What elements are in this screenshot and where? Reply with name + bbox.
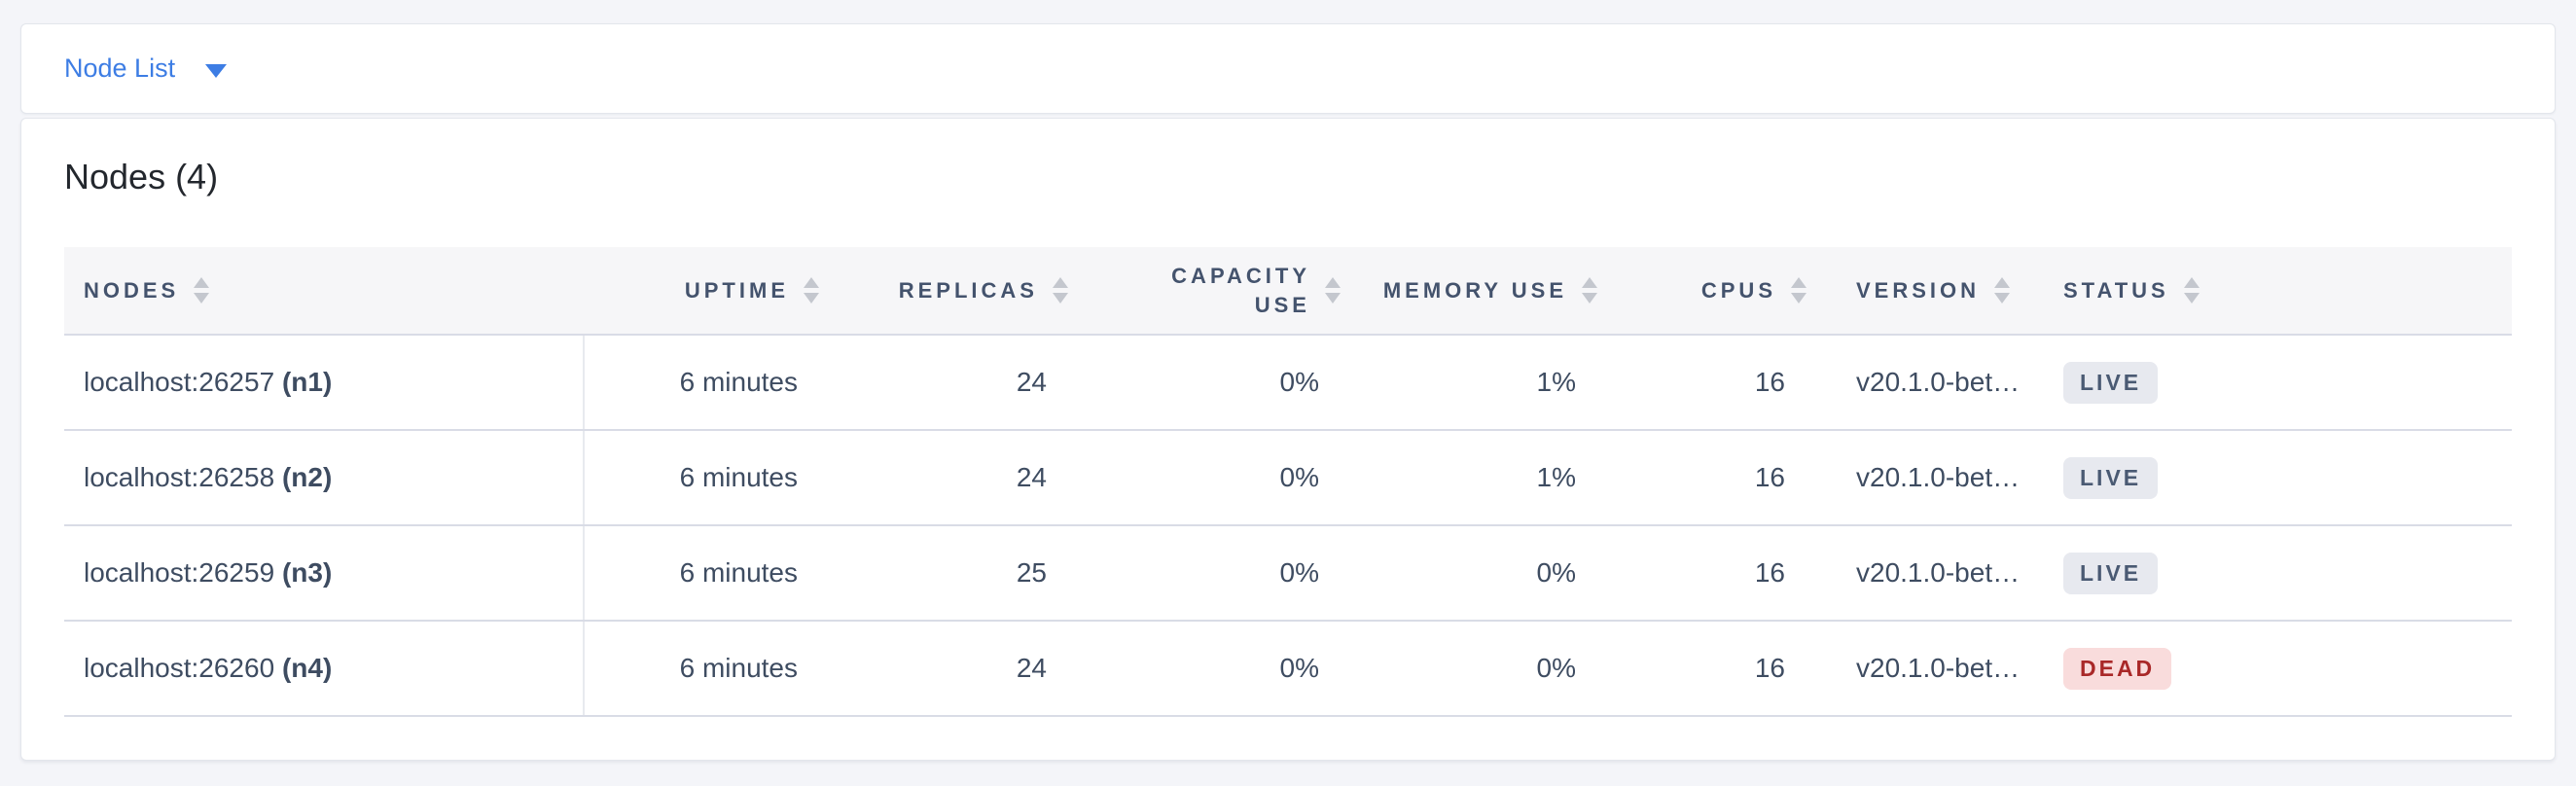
- column-header-label: STATUS: [2063, 277, 2169, 303]
- table-row: localhost:26260 (n4) 6 minutes 24 0% 0% 16 v20…: [64, 621, 2512, 717]
- node-id: (n3): [281, 557, 333, 588]
- replicas-cell: 24: [827, 430, 1076, 526]
- column-header-label: UPTIME: [684, 277, 789, 303]
- nodes-card: Nodes (4) NODES UPTIME: [20, 118, 2556, 761]
- sort-arrows-icon[interactable]: [804, 277, 819, 304]
- address-cell: localhost:26258 (n2): [64, 430, 585, 526]
- column-header-capacity-use[interactable]: CAPACITY USE: [1076, 247, 1348, 336]
- memory-use-cell: 0%: [1348, 525, 1605, 622]
- address-cell: localhost:26260 (n4): [64, 621, 585, 717]
- uptime-cell: 6 minutes: [584, 621, 827, 717]
- memory-use-cell: 1%: [1348, 430, 1605, 526]
- column-header-label: NODES: [84, 277, 180, 303]
- table-row: localhost:26257 (n1) 6 minutes 24 0% 1% 16 v20…: [64, 335, 2512, 431]
- address-cell: localhost:26259 (n3): [64, 525, 585, 622]
- table-row: localhost:26258 (n2) 6 minutes 24 0% 1% 16 v20…: [64, 430, 2512, 526]
- column-header-memory-use[interactable]: MEMORY USE: [1348, 247, 1605, 336]
- sort-arrows-icon[interactable]: [2183, 277, 2200, 304]
- sort-arrows-icon[interactable]: [1582, 277, 1597, 304]
- cpus-cell: 16: [1605, 335, 1814, 431]
- sort-arrows-icon[interactable]: [1053, 277, 1068, 304]
- sort-arrows-icon[interactable]: [1325, 277, 1341, 304]
- node-id: (n2): [281, 462, 333, 492]
- chevron-down-icon: [205, 63, 228, 78]
- replicas-cell: 24: [827, 335, 1076, 431]
- node-list-dropdown-label: Node List: [64, 54, 176, 83]
- version-cell: v20.1.0-bet…: [1814, 525, 2048, 622]
- status-badge: LIVE: [2063, 456, 2159, 499]
- status-badge: LIVE: [2063, 361, 2159, 404]
- sort-arrows-icon[interactable]: [194, 277, 210, 304]
- cpus-cell: 16: [1605, 621, 1814, 717]
- node-address: localhost:26257: [84, 367, 282, 397]
- address-cell: localhost:26257 (n1): [64, 335, 585, 431]
- node-id: (n4): [281, 653, 333, 683]
- capacity-use-cell: 0%: [1076, 335, 1348, 431]
- replicas-cell: 25: [827, 525, 1076, 622]
- capacity-use-cell: 0%: [1076, 525, 1348, 622]
- status-cell: LIVE: [2048, 525, 2512, 622]
- uptime-cell: 6 minutes: [584, 335, 827, 431]
- nodes-table: NODES UPTIME REPLICAS: [64, 247, 2512, 717]
- status-badge: LIVE: [2063, 552, 2159, 594]
- sort-arrows-icon[interactable]: [1791, 277, 1807, 304]
- column-header-cpus[interactable]: CPUS: [1605, 247, 1814, 336]
- column-header-nodes[interactable]: NODES: [64, 247, 584, 336]
- status-cell: LIVE: [2048, 430, 2512, 526]
- column-header-label: CPUS: [1700, 277, 1776, 303]
- node-address: localhost:26258: [84, 462, 282, 492]
- column-header-status[interactable]: STATUS: [2048, 247, 2512, 336]
- node-id: (n1): [281, 367, 333, 397]
- capacity-use-cell: 0%: [1076, 430, 1348, 526]
- memory-use-cell: 0%: [1348, 621, 1605, 717]
- node-address: localhost:26260: [84, 653, 282, 683]
- page: Node List Nodes (4) NODES: [20, 23, 2556, 761]
- column-header-uptime[interactable]: UPTIME: [584, 247, 827, 336]
- node-list-dropdown[interactable]: Node List: [20, 23, 2556, 114]
- table-header-row: NODES UPTIME REPLICAS: [64, 247, 2512, 336]
- version-cell: v20.1.0-bet…: [1814, 621, 2048, 717]
- table-row: localhost:26259 (n3) 6 minutes 25 0% 0% 16 v20…: [64, 525, 2512, 622]
- sort-arrows-icon[interactable]: [1994, 277, 2011, 304]
- node-address: localhost:26259: [84, 557, 282, 588]
- cpus-cell: 16: [1605, 430, 1814, 526]
- column-header-replicas[interactable]: REPLICAS: [827, 247, 1076, 336]
- replicas-cell: 24: [827, 621, 1076, 717]
- version-cell: v20.1.0-bet…: [1814, 430, 2048, 526]
- memory-use-cell: 1%: [1348, 335, 1605, 431]
- status-badge: DEAD: [2063, 647, 2172, 690]
- nodes-table-body: localhost:26257 (n1) 6 minutes 24 0% 1% 16 v20…: [64, 335, 2512, 717]
- capacity-use-cell: 0%: [1076, 621, 1348, 717]
- column-header-label: REPLICAS: [898, 277, 1038, 303]
- page-title: Nodes (4): [64, 157, 219, 196]
- status-cell: DEAD: [2048, 621, 2512, 717]
- column-header-version[interactable]: VERSION: [1814, 247, 2048, 336]
- uptime-cell: 6 minutes: [584, 525, 827, 622]
- cpus-cell: 16: [1605, 525, 1814, 622]
- uptime-cell: 6 minutes: [584, 430, 827, 526]
- version-cell: v20.1.0-bet…: [1814, 335, 2048, 431]
- column-header-label: VERSION: [1856, 277, 1981, 303]
- column-header-label: MEMORY USE: [1382, 277, 1567, 303]
- status-cell: LIVE: [2048, 335, 2512, 431]
- column-header-label: CAPACITY USE: [1171, 263, 1310, 317]
